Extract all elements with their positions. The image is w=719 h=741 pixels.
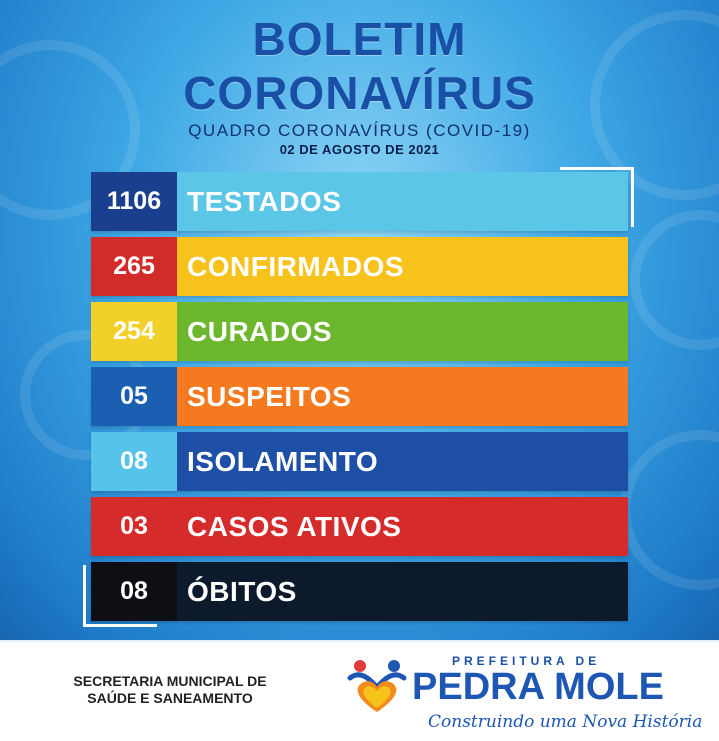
stat-label: SUSPEITOS: [177, 367, 628, 426]
bulletin-poster: BOLETIM CORONAVÍRUS QUADRO CORONAVÍRUS (…: [0, 0, 719, 640]
stat-row-suspeitos: 05 SUSPEITOS: [91, 367, 628, 426]
stat-row-curados: 254 CURADOS: [91, 302, 628, 361]
stat-label: CURADOS: [177, 302, 628, 361]
footer: SECRETARIA MUNICIPAL DE SAÚDE E SANEAMEN…: [0, 640, 719, 741]
virus-decoration: [590, 10, 719, 200]
stat-label: CASOS ATIVOS: [177, 497, 628, 556]
stat-value: 05: [91, 367, 177, 426]
stat-label: ÓBITOS: [177, 562, 628, 621]
secretaria-line1: SECRETARIA MUNICIPAL DE: [73, 673, 267, 689]
frame-corner-top-right: [560, 167, 634, 227]
stat-row-obitos: 08 ÓBITOS: [91, 562, 628, 621]
prefeitura-label: PREFEITURA DE: [452, 654, 601, 668]
bulletin-date: 02 DE AGOSTO DE 2021: [279, 142, 440, 157]
stat-row-testados: 1106 TESTADOS: [91, 172, 628, 231]
virus-decoration: [630, 210, 719, 350]
stat-value: 08: [91, 562, 177, 621]
virus-decoration: [620, 430, 719, 590]
stat-value: 03: [91, 497, 177, 556]
stat-value: 265: [91, 237, 177, 296]
secretaria-line2: SAÚDE E SANEAMENTO: [87, 690, 253, 706]
title-line2: CORONAVÍRUS: [183, 67, 536, 119]
slogan: Construindo uma Nova História: [428, 712, 703, 732]
frame-corner-bottom-left: [83, 565, 157, 627]
stat-label: TESTADOS: [177, 172, 628, 231]
stat-row-confirmados: 265 CONFIRMADOS: [91, 237, 628, 296]
stat-label: ISOLAMENTO: [177, 432, 628, 491]
title-line1: BOLETIM: [252, 13, 467, 65]
stat-value: 08: [91, 432, 177, 491]
stat-value: 254: [91, 302, 177, 361]
city-name: PEDRA MOLE: [412, 666, 664, 708]
stat-row-isolamento: 08 ISOLAMENTO: [91, 432, 628, 491]
stat-label: CONFIRMADOS: [177, 237, 628, 296]
stat-value: 1106: [91, 172, 177, 231]
virus-decoration: [0, 40, 140, 220]
subtitle: QUADRO CORONAVÍRUS (COVID-19): [188, 121, 531, 140]
stats-list: 1106 TESTADOS 265 CONFIRMADOS 254 CURADO…: [91, 172, 628, 627]
heart-people-logo-icon: [347, 660, 407, 712]
stat-row-casos-ativos: 03 CASOS ATIVOS: [91, 497, 628, 556]
